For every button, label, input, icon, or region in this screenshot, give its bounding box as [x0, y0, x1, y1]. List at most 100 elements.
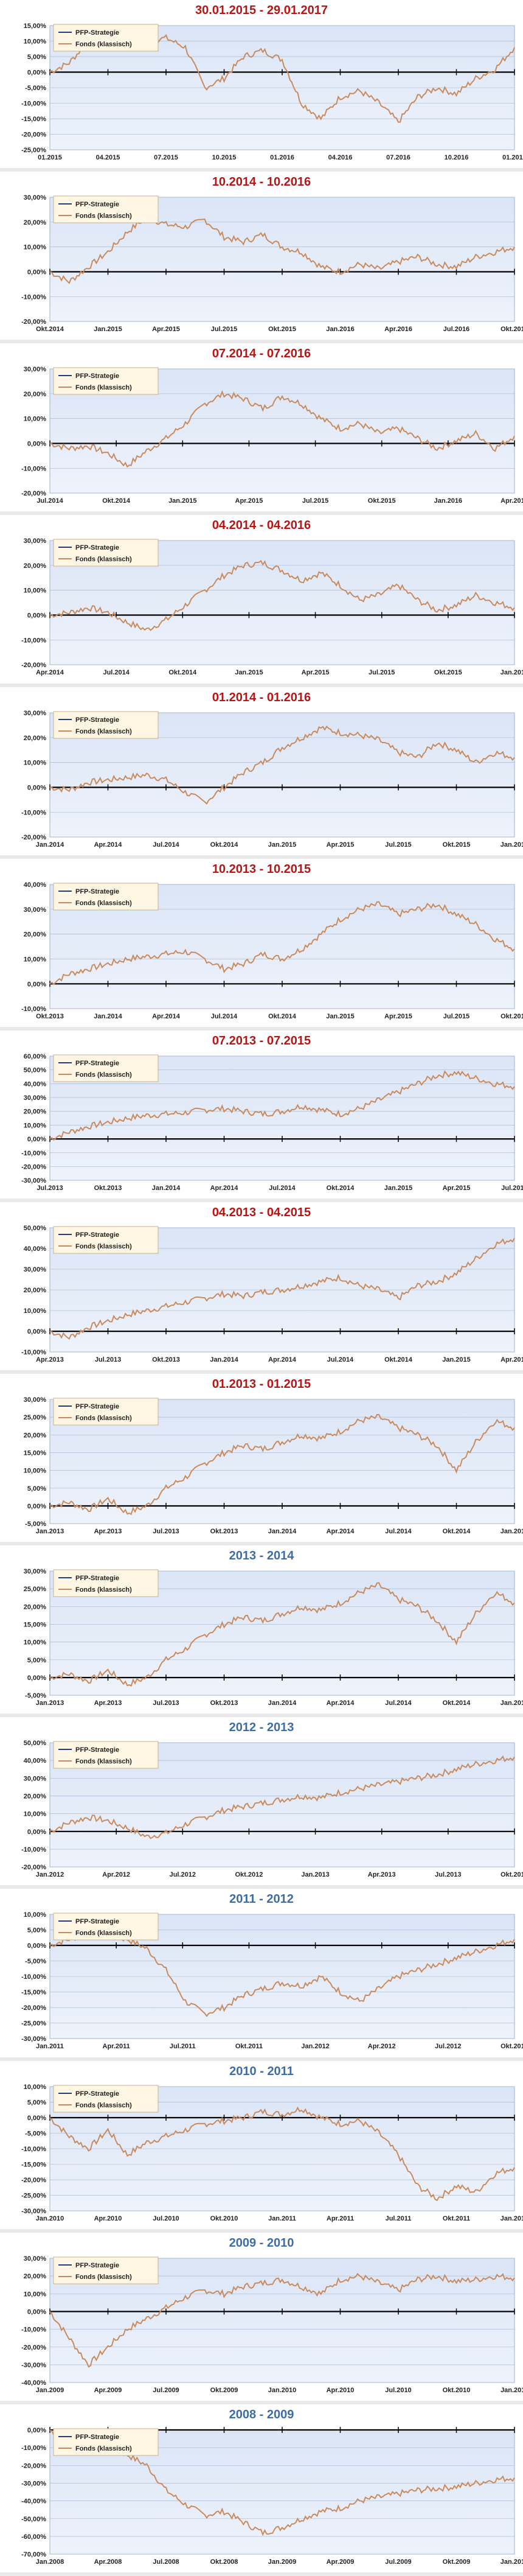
x-tick-label: Okt.2015 — [368, 497, 396, 505]
x-tick-label: Jan.2015 — [268, 841, 296, 849]
x-tick-label: Jul.2013 — [153, 1699, 179, 1707]
legend-label-strategy: PFP-Strategie — [75, 2090, 119, 2098]
x-tick-label: Jul.2013 — [153, 1528, 179, 1535]
y-tick-label: -5,00% — [25, 85, 46, 92]
series-line-fund — [49, 1414, 515, 1516]
y-tick-label: 30,00% — [24, 2255, 46, 2263]
y-tick-label: 20,00% — [24, 1108, 46, 1116]
x-tick-label: Jan.2010 — [500, 2558, 523, 2566]
x-tick-label: Okt.2015 — [500, 1013, 523, 1020]
y-tick-label: 40,00% — [24, 1757, 46, 1765]
x-tick-label: Jul.2014 — [36, 497, 63, 505]
chart-panel: 2009 - 2010 30,00% 20,00% 10,00% 0,00% -10,00… — [0, 2232, 523, 2404]
x-tick-label: Jan.2016 — [326, 326, 354, 333]
y-tick-label: -30,00% — [21, 2208, 46, 2215]
x-tick-label: Apr.2015 — [384, 1013, 412, 1020]
chart-panel: 2011 - 2012 10,00% 5,00% 0,00% -5,00% -10,00%… — [0, 1889, 523, 2061]
y-tick-label: 0,00% — [27, 2308, 46, 2315]
x-tick-label: Jan.2014 — [268, 1699, 297, 1707]
x-tick-label: Okt.2008 — [210, 2558, 238, 2566]
x-tick-label: Jan.2015 — [94, 326, 122, 333]
y-tick-label: -5,00% — [25, 1692, 46, 1699]
x-tick-label: Apr.2011 — [103, 2043, 130, 2051]
chart-panel: 30.01.2015 - 29.01.2017 15,00% 10,00% 5,00%… — [0, 0, 523, 172]
series-line-fund — [49, 1582, 515, 1687]
legend: PFP-Strategie Fonds (klassisch) — [53, 711, 159, 739]
y-tick-label: -30,00% — [21, 2480, 46, 2487]
y-tick-label: 20,00% — [24, 562, 46, 570]
chart-panel: 2012 - 2013 50,00% 40,00% 30,00% 20,00% 10,00… — [0, 1717, 523, 1889]
x-tick-label: Jul.2014 — [327, 1356, 354, 1363]
chart-panel: 2013 - 2014 30,00% 25,00% 20,00% 15,00% 10,00… — [0, 1545, 523, 1718]
x-tick-label: Okt.2010 — [443, 2387, 471, 2394]
legend: PFP-Strategie Fonds (klassisch) — [53, 24, 159, 52]
x-tick-label: Jan.2014 — [268, 1528, 297, 1535]
y-tick-label: 10,00% — [24, 587, 46, 595]
y-tick-label: 0,00% — [27, 1829, 46, 1836]
legend-label-fund: Fonds (klassisch) — [75, 1415, 132, 1422]
y-tick-label: 5,00% — [27, 2099, 46, 2106]
x-tick-label: Apr.2015 — [152, 326, 180, 333]
x-tick-label: Jul.2015 — [369, 670, 395, 677]
line-chart: 30,00% 25,00% 20,00% 15,00% 10,00% 5,00% 0,00%… — [24, 1396, 523, 1535]
series-line-fund — [49, 390, 515, 468]
chart-panel: 04.2013 - 04.2015 50,00% 40,00% 30,00% 20,00… — [0, 1202, 523, 1374]
y-tick-label: -10,00% — [21, 2326, 46, 2333]
x-tick-label: Okt.2014 — [327, 1185, 355, 1192]
line-chart: 50,00% 40,00% 30,00% 20,00% 10,00% 0,00% -10,0… — [21, 1225, 523, 1363]
y-tick-label: 25,00% — [24, 1414, 46, 1421]
legend-label-strategy: PFP-Strategie — [75, 544, 119, 551]
y-tick-label: 0,00% — [27, 2427, 46, 2434]
x-tick-label: Jul.2014 — [269, 1185, 296, 1192]
x-tick-label: Jul.2009 — [153, 2387, 179, 2394]
y-tick-label: -40,00% — [21, 2498, 46, 2505]
y-tick-label: -30,00% — [21, 1177, 46, 1185]
x-tick-label: Okt.2013 — [500, 1871, 523, 1878]
x-tick-label: Jan.2009 — [36, 2387, 64, 2394]
x-tick-label: Jan.2013 — [301, 1871, 329, 1878]
x-tick-label: Apr.2014 — [36, 670, 64, 677]
y-tick-label: -20,00% — [21, 2177, 46, 2184]
y-tick-label: -25,00% — [21, 147, 46, 154]
y-tick-label: 50,00% — [24, 1225, 46, 1232]
y-tick-label: -20,00% — [21, 2005, 46, 2012]
x-tick-label: Jan.2012 — [36, 1871, 64, 1878]
x-tick-label: Jul.2013 — [435, 1871, 461, 1878]
y-tick-label: -15,00% — [21, 1989, 46, 1997]
y-tick-label: 10,00% — [24, 1122, 46, 1129]
x-tick-label: Okt.2009 — [443, 2558, 471, 2566]
y-tick-label: -20,00% — [21, 131, 46, 139]
legend-box — [53, 24, 159, 52]
x-tick-label: 10.2015 — [212, 154, 237, 161]
x-tick-label: Jul.2013 — [95, 1356, 121, 1363]
x-tick-label: Jan.2015 — [235, 670, 263, 677]
legend: PFP-Strategie Fonds (klassisch) — [53, 2256, 159, 2284]
legend-label-fund: Fonds (klassisch) — [75, 900, 132, 907]
x-tick-label: Jan.2010 — [36, 2215, 64, 2222]
legend-label-fund: Fonds (klassisch) — [75, 384, 132, 391]
chart-panel: 01.2014 - 01.2016 30,00% 20,00% 10,00% 0,00%… — [0, 687, 523, 859]
y-tick-label: 50,00% — [24, 1740, 46, 1747]
legend-label-fund: Fonds (klassisch) — [75, 2445, 132, 2452]
x-tick-label: Jan.2016 — [500, 841, 523, 849]
x-tick-label: Jan.2008 — [36, 2558, 64, 2566]
x-tick-label: 07.2016 — [386, 154, 410, 161]
chart-title: 30.01.2015 - 29.01.2017 — [195, 4, 328, 17]
chart-panel: 07.2014 - 07.2016 30,00% 20,00% 10,00% 0,00%… — [0, 343, 523, 516]
x-tick-label: Okt.2013 — [210, 1699, 238, 1707]
line-chart: 10,00% 5,00% 0,00% -5,00% -10,00% -15,00% -20,… — [21, 1911, 523, 2051]
legend-label-fund: Fonds (klassisch) — [75, 556, 132, 563]
x-tick-label: Jul.2014 — [211, 1013, 238, 1020]
y-tick-label: 40,00% — [24, 1080, 46, 1088]
x-tick-label: Apr.2014 — [94, 841, 123, 849]
chart-panel: 01.2013 - 01.2015 30,00% 25,00% 20,00% 15,00… — [0, 1374, 523, 1546]
y-tick-label: 50,00% — [24, 1066, 46, 1074]
y-tick-label: -10,00% — [21, 637, 46, 645]
x-tick-label: 04.2016 — [328, 154, 353, 161]
y-tick-label: -20,00% — [21, 490, 46, 497]
x-tick-label: Apr.2014 — [152, 1013, 181, 1020]
legend-label-fund: Fonds (klassisch) — [75, 212, 132, 220]
legend: PFP-Strategie Fonds (klassisch) — [53, 2428, 159, 2456]
x-tick-label: Okt.2015 — [268, 326, 296, 333]
